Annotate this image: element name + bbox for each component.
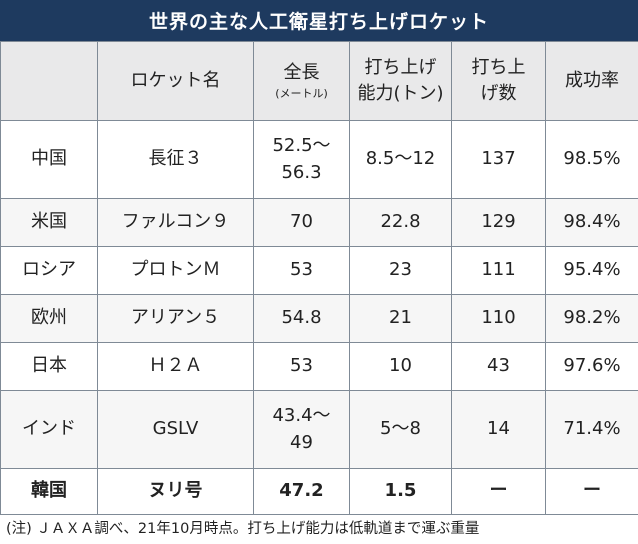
header-length-unit: (メートル) <box>275 87 328 101</box>
header-row: ロケット名 全長 (メートル) 打ち上げ 能力(トン) 打ち上 げ数 成功率 <box>0 41 638 121</box>
cell-capacity: 1.5 <box>349 468 452 515</box>
cell-rocket: 長征３ <box>97 120 254 199</box>
header-launches: 打ち上 げ数 <box>451 41 546 121</box>
cell-rocket: ヌリ号 <box>97 468 254 515</box>
cell-success: 71.4% <box>545 390 638 469</box>
cell-country: 日本 <box>0 342 98 391</box>
header-capacity: 打ち上げ 能力(トン) <box>349 41 452 121</box>
cell-success: 98.5% <box>545 120 638 199</box>
cell-length: 47.2 <box>253 468 350 515</box>
cell-launches: 111 <box>451 246 546 295</box>
cell-success: ー <box>545 468 638 515</box>
cell-launches: 137 <box>451 120 546 199</box>
table-row: 欧州 アリアン５ 54.8 21 110 98.2% <box>0 294 638 343</box>
cell-country: ロシア <box>0 246 98 295</box>
header-launches-line1: 打ち上 <box>471 56 526 78</box>
rocket-table: ロケット名 全長 (メートル) 打ち上げ 能力(トン) 打ち上 げ数 成功率 中… <box>0 41 638 515</box>
header-success: 成功率 <box>545 41 638 121</box>
header-length-line1: 全長 <box>283 61 320 83</box>
cell-rocket: アリアン５ <box>97 294 254 343</box>
header-launches-line2: げ数 <box>480 83 517 104</box>
header-capacity-line2: 能力(トン) <box>357 83 444 104</box>
header-length: 全長 (メートル) <box>253 41 350 121</box>
cell-launches: 110 <box>451 294 546 343</box>
cell-country: 米国 <box>0 198 98 247</box>
cell-rocket: ファルコン９ <box>97 198 254 247</box>
cell-success: 98.2% <box>545 294 638 343</box>
cell-capacity: 23 <box>349 246 452 295</box>
cell-launches: 43 <box>451 342 546 391</box>
cell-length-line1: 52.5～ <box>272 135 331 157</box>
cell-length: 43.4～ 49 <box>253 390 350 469</box>
cell-length: 53 <box>253 246 350 295</box>
table-row: 米国 ファルコン９ 70 22.8 129 98.4% <box>0 198 638 247</box>
cell-success: 97.6% <box>545 342 638 391</box>
cell-length: 70 <box>253 198 350 247</box>
cell-length-line1: 43.4～ <box>272 405 331 427</box>
cell-rocket: GSLV <box>97 390 254 469</box>
table-row: 中国 長征３ 52.5～ 56.3 8.5～12 137 98.5% <box>0 120 638 199</box>
cell-country: 中国 <box>0 120 98 199</box>
cell-launches: ー <box>451 468 546 515</box>
cell-length: 54.8 <box>253 294 350 343</box>
cell-capacity: 10 <box>349 342 452 391</box>
header-capacity-line1: 打ち上げ <box>364 56 437 78</box>
cell-capacity: 21 <box>349 294 452 343</box>
cell-country: インド <box>0 390 98 469</box>
header-rocket: ロケット名 <box>97 41 254 121</box>
cell-country: 欧州 <box>0 294 98 343</box>
cell-success: 95.4% <box>545 246 638 295</box>
cell-length: 53 <box>253 342 350 391</box>
cell-length: 52.5～ 56.3 <box>253 120 350 199</box>
cell-capacity: 5～8 <box>349 390 452 469</box>
cell-length-line2: 49 <box>290 431 313 453</box>
header-country <box>0 41 98 121</box>
cell-capacity: 8.5～12 <box>349 120 452 199</box>
table-row: 日本 Ｈ２Ａ 53 10 43 97.6% <box>0 342 638 391</box>
cell-length-line2: 56.3 <box>281 161 322 183</box>
cell-capacity: 22.8 <box>349 198 452 247</box>
table-row: ロシア プロトンＭ 53 23 111 95.4% <box>0 246 638 295</box>
cell-success: 98.4% <box>545 198 638 247</box>
table-row: インド GSLV 43.4～ 49 5～8 14 71.4% <box>0 390 638 469</box>
cell-rocket: Ｈ２Ａ <box>97 342 254 391</box>
figure-title: 世界の主な人工衛星打ち上げロケット <box>0 0 638 41</box>
footnote: (注) ＪＡＸＡ調べ、21年10月時点。打ち上げ能力は低軌道まで運ぶ重量 <box>6 521 480 537</box>
cell-country: 韓国 <box>0 468 98 515</box>
table-row-highlight: 韓国 ヌリ号 47.2 1.5 ー ー <box>0 468 638 515</box>
cell-rocket: プロトンＭ <box>97 246 254 295</box>
cell-launches: 129 <box>451 198 546 247</box>
cell-launches: 14 <box>451 390 546 469</box>
